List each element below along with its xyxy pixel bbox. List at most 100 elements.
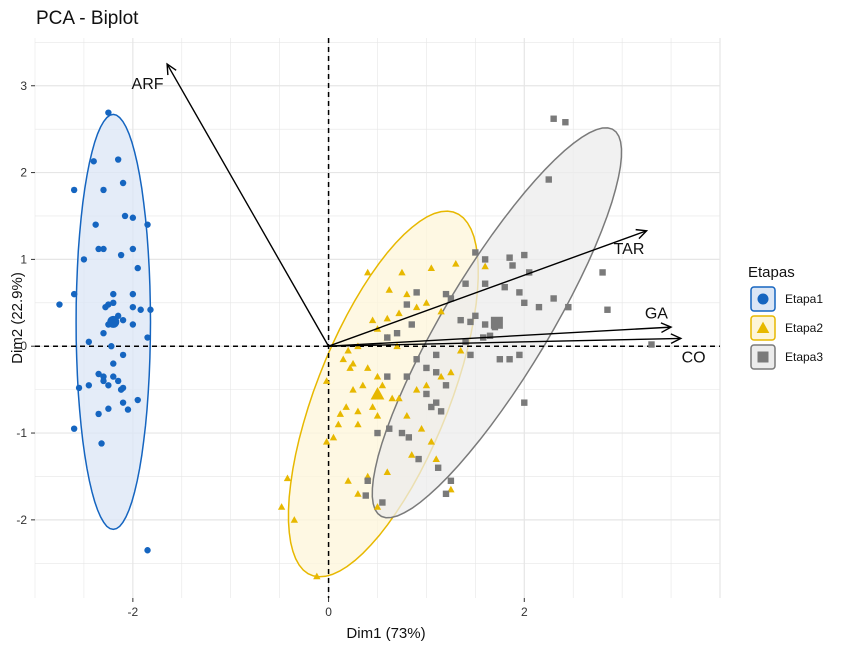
arrowhead-arf (166, 62, 177, 76)
point-etapa1 (100, 186, 107, 194)
point-etapa2 (359, 381, 367, 389)
point-etapa2 (403, 411, 411, 419)
point-etapa1 (114, 377, 122, 385)
centroid-etapa1 (107, 315, 120, 328)
point-etapa1 (100, 329, 107, 337)
variable-label-ga: GA (645, 305, 668, 322)
point-etapa2 (408, 451, 416, 458)
point-etapa1 (114, 156, 122, 163)
point-etapa3 (442, 490, 450, 498)
x-tick-label: 2 (521, 605, 528, 619)
point-etapa1 (117, 251, 125, 259)
data-points (56, 109, 655, 580)
point-etapa1 (119, 399, 127, 406)
x-tick-label: 0 (325, 605, 332, 619)
point-etapa2 (368, 316, 377, 324)
point-etapa3 (472, 312, 479, 320)
point-etapa3 (648, 341, 655, 348)
arrow-co (328, 337, 681, 347)
point-etapa3 (379, 499, 386, 506)
point-etapa1 (119, 351, 127, 359)
point-etapa1 (108, 343, 115, 350)
point-etapa3 (604, 306, 611, 313)
point-etapa2 (354, 407, 362, 415)
point-etapa2 (277, 503, 286, 510)
point-etapa3 (433, 351, 440, 359)
point-etapa3 (362, 492, 369, 499)
point-etapa3 (403, 373, 411, 380)
point-etapa3 (521, 251, 528, 259)
point-etapa3 (415, 455, 422, 463)
point-etapa3 (457, 316, 464, 324)
point-etapa1 (70, 425, 78, 432)
point-etapa3 (428, 403, 435, 411)
point-etapa3 (467, 318, 474, 326)
point-etapa2 (364, 268, 372, 276)
point-etapa1 (75, 384, 83, 392)
point-etapa1 (80, 256, 88, 263)
x-axis-title: Dim1 (73%) (346, 625, 425, 642)
point-etapa3 (516, 351, 523, 359)
y-tick-label: -2 (16, 513, 27, 527)
point-etapa1 (110, 299, 117, 307)
point-etapa3 (516, 289, 523, 296)
point-etapa2 (344, 477, 352, 484)
point-etapa2 (346, 364, 354, 371)
legend-item-etapa3: Etapa3 (750, 344, 823, 370)
point-etapa1 (137, 306, 144, 313)
point-etapa3 (565, 303, 572, 311)
variable-arrows: ARF TAR GA CO (132, 62, 706, 367)
point-etapa2 (412, 385, 421, 393)
point-etapa2 (339, 355, 347, 363)
point-etapa1 (85, 338, 93, 346)
point-etapa3 (550, 115, 557, 122)
legend-marker-square (757, 351, 769, 363)
point-etapa3 (384, 373, 391, 380)
point-etapa3 (467, 351, 474, 359)
centroid-etapa2 (370, 387, 385, 400)
point-etapa3 (562, 119, 569, 126)
point-etapa1 (110, 360, 117, 367)
point-etapa3 (486, 332, 494, 339)
point-etapa3 (403, 301, 411, 308)
point-etapa2 (364, 364, 372, 371)
point-etapa1 (98, 440, 105, 447)
point-etapa1 (95, 410, 102, 418)
point-etapa1 (110, 373, 117, 380)
point-etapa3 (462, 280, 469, 287)
point-etapa2 (395, 394, 403, 402)
point-etapa3 (506, 356, 513, 363)
point-etapa1 (129, 303, 137, 311)
chart-title: PCA - Biplot (36, 8, 139, 29)
point-etapa3 (413, 356, 420, 363)
reference-lines (35, 38, 720, 598)
point-etapa2 (349, 359, 357, 367)
point-etapa3 (447, 295, 455, 302)
point-etapa2 (427, 264, 436, 272)
point-etapa3 (384, 334, 391, 341)
point-etapa2 (456, 346, 465, 354)
point-etapa1 (70, 186, 78, 194)
point-etapa1 (92, 221, 99, 228)
legend-label: Etapa3 (785, 350, 823, 364)
arrowhead-co (670, 333, 683, 345)
point-etapa2 (388, 394, 396, 402)
point-etapa3 (386, 425, 393, 432)
point-etapa1 (110, 290, 117, 298)
point-etapa2 (383, 314, 391, 322)
point-etapa2 (373, 503, 382, 510)
y-tick-label: 1 (20, 252, 27, 266)
point-etapa3 (434, 464, 442, 471)
point-etapa2 (447, 368, 455, 376)
point-etapa1 (95, 245, 102, 253)
point-etapa2 (427, 438, 436, 445)
point-etapa3 (481, 256, 489, 263)
legend-title: Etapas (748, 264, 795, 281)
point-etapa3 (393, 329, 401, 337)
point-etapa2 (373, 372, 382, 380)
point-etapa1 (134, 396, 141, 404)
point-etapa3 (521, 399, 528, 406)
legend: Etapas Etapa1 Etapa2 Etapa3 (748, 264, 823, 370)
point-etapa2 (437, 372, 445, 380)
